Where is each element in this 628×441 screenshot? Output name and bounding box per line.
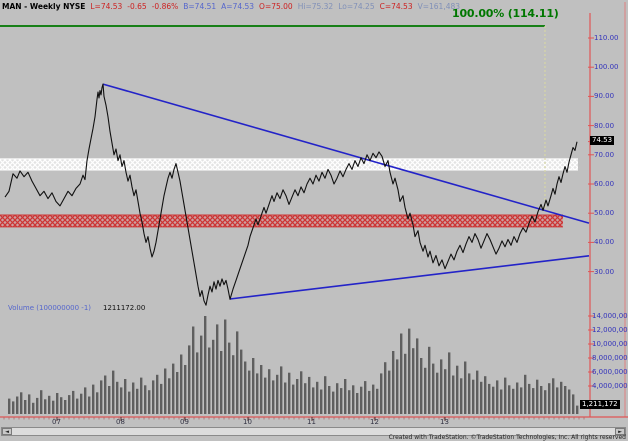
quote-field-7: Lo=74.25 bbox=[338, 2, 375, 11]
scroll-right-button[interactable]: ► bbox=[615, 428, 625, 435]
quote-field-2: -0.86% bbox=[151, 2, 179, 11]
quote-field-4: A=74.53 bbox=[221, 2, 255, 11]
quote-field-9: V=161,483 bbox=[417, 2, 461, 11]
quote-field-3: B=74.51 bbox=[183, 2, 217, 11]
trendline-ascending-support[interactable] bbox=[229, 255, 590, 300]
scroll-left-button[interactable]: ◄ bbox=[2, 428, 12, 435]
volume-histogram bbox=[8, 316, 579, 414]
horizontal-scrollbar[interactable]: ◄ ► bbox=[1, 427, 626, 436]
quote-field-5: O=75.00 bbox=[259, 2, 293, 11]
quote-bar: MAN - Weekly NYSE L=74.53 -0.65 -0.86% B=74… bbox=[2, 1, 460, 12]
price-line bbox=[4, 83, 578, 306]
quote-field-8: C=74.53 bbox=[379, 2, 413, 11]
quote-field-1: -0.65 bbox=[127, 2, 147, 11]
support-zone bbox=[0, 214, 563, 228]
quote-fields: L=74.53 -0.65 -0.86% B=74.51 A=74.53 O=75.00 H… bbox=[90, 2, 460, 11]
quote-field-0: L=74.53 bbox=[90, 2, 123, 11]
axis-ticks bbox=[3, 37, 594, 421]
symbol-title: MAN - Weekly NYSE bbox=[2, 2, 86, 11]
resistance-zone bbox=[0, 158, 578, 171]
quote-field-6: Hi=75.32 bbox=[297, 2, 334, 11]
trendline-descending-resistance[interactable] bbox=[102, 83, 590, 224]
